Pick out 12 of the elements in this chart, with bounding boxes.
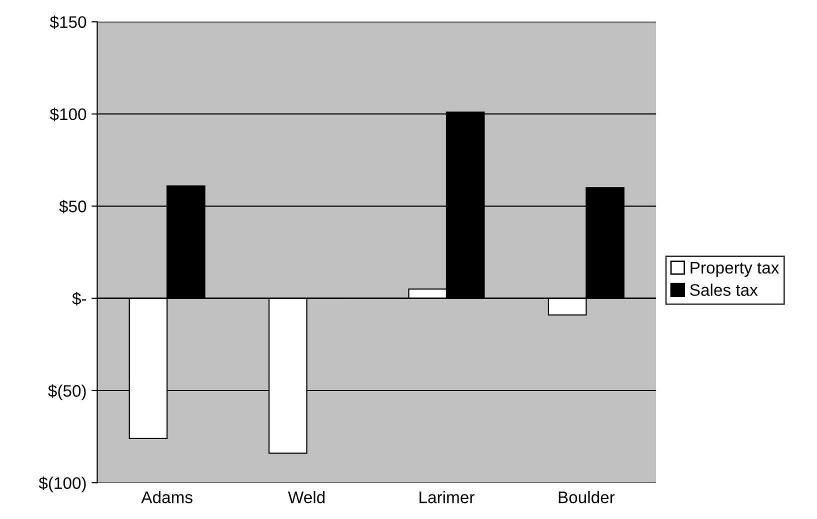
x-tick-label: Boulder [558,491,615,504]
x-tick-label: Larimer [420,491,474,504]
y-tick-label: $(100) [38,476,86,492]
y-tick-label: $- [72,292,86,306]
x-tick-label: Weld [288,491,325,504]
y-tick-label: $(50) [48,384,86,400]
y-tick-label: $150 [50,16,86,29]
legend-label: Sales tax [690,284,758,296]
y-tick-label: $50 [59,200,86,214]
legend-label: Property tax [690,262,780,277]
y-tick-label: $100 [50,108,86,122]
x-tick-label: Adams [141,491,192,504]
